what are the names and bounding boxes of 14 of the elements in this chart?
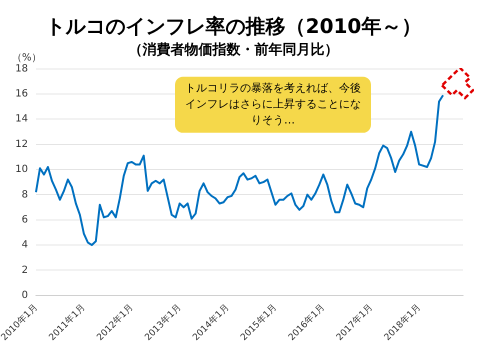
y-tick-label: 14 <box>15 114 28 125</box>
annotation: トルコリラの暴落を考えれば、今後インフレはさらに上昇することになりそう… <box>185 82 361 127</box>
chart-subtitle: （消費者物価指数・前年同月比） <box>128 42 338 58</box>
y-tick-label: 0 <box>22 290 28 301</box>
chart-title: トルコのインフレ率の推移（2010年～） <box>46 14 422 38</box>
y-axis-title: （%） <box>12 52 42 64</box>
y-tick-label: 12 <box>15 138 28 150</box>
y-tick-label: 4 <box>22 240 28 251</box>
y-tick-label: 2 <box>22 264 28 276</box>
y-tick-label: 8 <box>22 189 28 200</box>
y-tick-label: 18 <box>15 63 28 74</box>
y-tick-label: 10 <box>15 164 28 176</box>
y-tick-label: 6 <box>22 214 28 226</box>
y-tick-label: 16 <box>15 88 28 100</box>
